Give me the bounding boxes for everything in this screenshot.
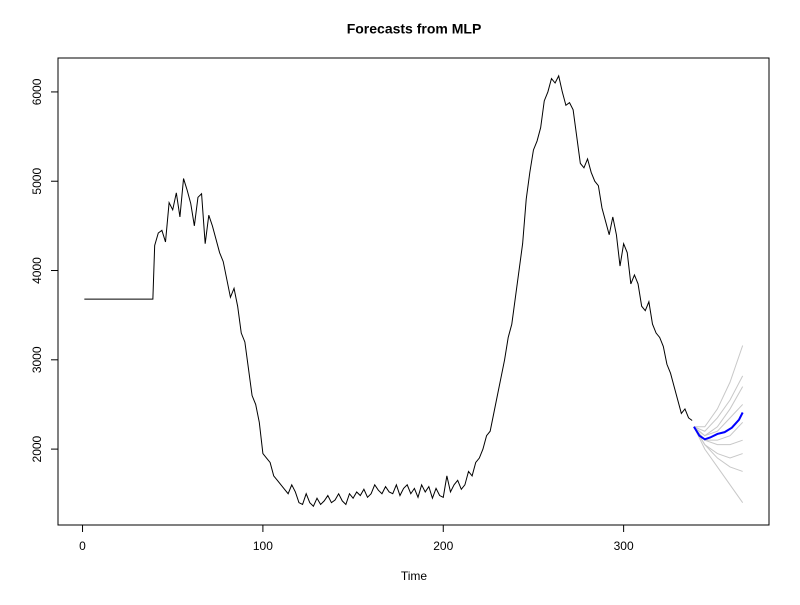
x-tick-label: 300	[614, 539, 634, 553]
series-line	[693, 426, 743, 472]
series-line	[693, 386, 744, 437]
series-line	[693, 426, 744, 503]
series-line	[693, 345, 744, 428]
y-tick-label: 4000	[30, 257, 44, 284]
x-tick-label: 100	[253, 539, 273, 553]
y-tick-label: 6000	[30, 78, 44, 105]
series-line	[84, 74, 693, 508]
y-tick-label: 5000	[30, 168, 44, 195]
x-axis-label: Time	[401, 569, 428, 583]
y-tick-label: 2000	[30, 435, 44, 462]
plot-frame	[57, 57, 770, 526]
chart-title: Forecasts from MLP	[347, 21, 482, 37]
y-tick-label: 3000	[30, 346, 44, 373]
x-tick-label: 200	[433, 539, 453, 553]
x-tick-label: 0	[79, 539, 86, 553]
series-line	[693, 404, 744, 437]
series-line	[693, 375, 744, 432]
series-line	[693, 412, 744, 441]
